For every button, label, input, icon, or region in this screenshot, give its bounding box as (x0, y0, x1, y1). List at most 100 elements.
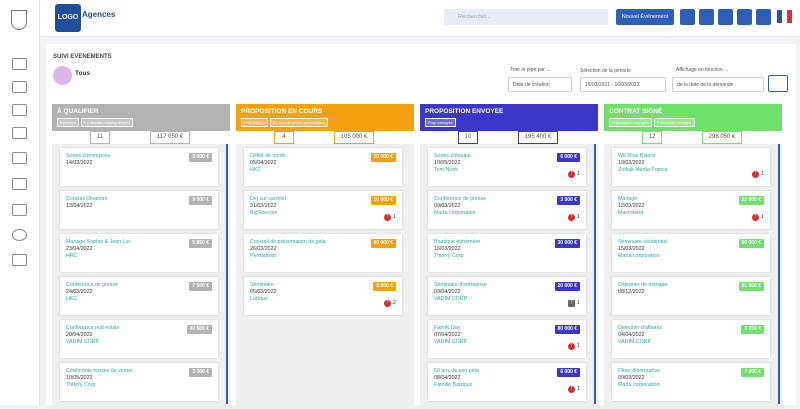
badge-count: 1 (760, 171, 764, 177)
status-tag[interactable]: En attente renseignement (81, 118, 133, 127)
event-title: Séminaire résidentiel (618, 239, 668, 245)
status-tag[interactable]: Préparation (241, 118, 268, 127)
status-tag[interactable]: Préfacture envoyée (653, 118, 695, 127)
owner-filter[interactable]: Tous (75, 70, 91, 77)
display-select[interactable]: de la date de la demande (672, 77, 764, 92)
scrollbar (226, 144, 228, 404)
icon-button[interactable] (737, 9, 752, 25)
event-card[interactable]: Mariage Sophie & Jean Luc 23/04/2022 HRC 5 … (60, 234, 218, 272)
event-client: VADIM CORP (434, 339, 468, 345)
logo[interactable]: LOGO (55, 4, 81, 32)
event-amount: 30 000 € (554, 239, 580, 248)
event-card[interactable]: Dîner d'entreprise 09/03/2022 Marta corpor… (612, 363, 770, 401)
scrollbar (594, 144, 596, 404)
alert-badge[interactable]: ! 1 (383, 214, 396, 221)
nav-icon[interactable] (12, 254, 27, 266)
event-count: 10 (458, 131, 478, 144)
section-title[interactable]: SUIVI EVENEMENTS (53, 54, 112, 60)
alert-badge[interactable]: ! 1 (567, 343, 580, 350)
event-amount: 5 850 € (189, 239, 212, 248)
event-count: 4 (274, 131, 294, 144)
event-card[interactable]: Défilé de mode 05/04/2022 HKC 30 000 € (244, 148, 402, 186)
nav-icon[interactable] (12, 229, 27, 241)
event-date: 04/04/2022 (618, 332, 645, 338)
event-title: Mariage (618, 196, 638, 202)
alert-badge[interactable]: ! 1 (567, 171, 580, 178)
event-client: Thierry Corp (434, 253, 464, 259)
nav-icon[interactable] (12, 204, 27, 216)
nav-icon[interactable] (12, 127, 27, 139)
event-date: 07/04/2022 (434, 332, 461, 338)
event-amount: 60 000 € (370, 239, 396, 248)
status-tag[interactable]: Prop envoyée (425, 118, 456, 127)
event-card[interactable]: 50 ans de son père 08/04/2022 Famille Bard… (428, 363, 586, 401)
event-card[interactable]: Séminaire d'entreprise 09/04/2022 VADIM CO… (428, 277, 586, 315)
event-client: Tom Nook (434, 167, 458, 173)
event-amount: 6 000 € (557, 153, 580, 162)
icon-button[interactable] (718, 9, 733, 25)
icon-button[interactable] (699, 9, 714, 25)
event-title: Dîner d'entreprise (618, 368, 660, 374)
alert-badge[interactable]: ! 1 (751, 214, 764, 221)
nav-icon[interactable] (12, 58, 27, 70)
event-card[interactable]: WE Bois Blancs 19/03/2022 Zodiak Media Fra… (612, 148, 770, 186)
event-amount: 30 000 € (370, 153, 396, 162)
status-tag[interactable]: Préparation envoyée (609, 118, 652, 127)
event-card[interactable]: Cocktail de présentation de gala 26/03/20… (244, 234, 402, 272)
event-card[interactable]: Mariage 12/03/2022 Macrobard 22 000 €! 1 (612, 191, 770, 229)
event-card[interactable]: Conference real estate 20/04/2022 VADIM CO… (60, 320, 218, 358)
alert-badge[interactable]: ! 1 (567, 214, 580, 221)
alert-icon: ! (383, 214, 391, 221)
alert-icon: ! (751, 171, 759, 178)
event-card[interactable]: Séminaire 05/03/2022 Lorepai 5 000 €! 2 (244, 277, 402, 315)
event-amount: 40 500 € (186, 325, 212, 334)
alert-badge[interactable]: ! 1 (567, 386, 580, 393)
alert-badge[interactable]: ! 1 (751, 171, 764, 178)
status-tag[interactable]: Nouveau (57, 118, 80, 127)
event-client: Macrobard (618, 210, 644, 216)
status-tag[interactable]: En attente retour prestataires (269, 118, 328, 127)
event-card[interactable]: Soirée d'équipe 10/05/2022 Tom Nook 6 000 €… (428, 148, 586, 186)
language-flag[interactable] (777, 10, 792, 23)
new-event-button[interactable]: Nouvel Événement (616, 9, 674, 25)
event-card[interactable]: Dej sur carrelet 31/03/2022 BigTelecom 10 0… (244, 191, 402, 229)
sidebar (0, 0, 40, 405)
event-amount: 9 000 € (189, 153, 212, 162)
event-card[interactable]: Cocktail Dinatoire 13/04/2022 9 000 € (60, 191, 218, 229)
task-badge[interactable]: ! 1 (567, 300, 580, 307)
alert-icon: ! (567, 386, 575, 393)
nav-icon[interactable] (12, 104, 27, 116)
badge-count: 1 (392, 214, 396, 220)
nav-icon[interactable] (12, 81, 27, 93)
nav-icon[interactable] (12, 152, 27, 164)
app-icon[interactable] (11, 10, 27, 30)
event-amount: 7 500 € (189, 282, 212, 291)
icon-button[interactable] (680, 9, 695, 25)
search-input[interactable]: Rechercher... (444, 9, 608, 25)
event-card[interactable]: Séminaire résidentiel 15/03/2022 Marta cor… (612, 234, 770, 272)
event-amount: 5 000 € (373, 282, 396, 291)
event-card[interactable]: Conférence de presse 09/03/2022 Marta corp… (428, 191, 586, 229)
sort-label: Trier le pipe par ... (510, 67, 551, 73)
event-client: VADIM CORP (66, 339, 100, 345)
event-amount: 10 000 € (370, 196, 396, 205)
alert-icon: ! (567, 300, 575, 307)
event-client: BigTelecom (250, 210, 278, 216)
event-card[interactable]: Soirée d'entreprise 14/03/2022 9 000 € (60, 148, 218, 186)
event-date: 09/03/2022 (618, 375, 645, 381)
event-card[interactable]: Boutique éphémère 16/03/2022 Thierry Corp 3… (428, 234, 586, 272)
event-card[interactable]: Déjeuner d'affaires 04/04/2022 VADIM CORP 3… (612, 320, 770, 358)
event-date: 10/05/2022 (434, 160, 461, 166)
alert-badge[interactable]: ! 2 (383, 300, 396, 307)
period-input[interactable]: 16/03/2021 - 16/03/2022 (580, 77, 666, 92)
settings-button[interactable] (768, 75, 788, 92)
event-card[interactable]: Cérémonie remise de voeux 10/05/2022 Thier… (60, 363, 218, 401)
event-card[interactable]: Family Day 07/04/2022 VADIM CORP 80 000 €! 1 (428, 320, 586, 358)
nav-icon[interactable] (12, 178, 27, 190)
event-title: Mariage Sophie & Jean Luc (66, 239, 132, 245)
total-amount: 298 050 € (702, 131, 742, 144)
event-card[interactable]: Conférence de presse 24/03/2022 HKC 7 500 € (60, 277, 218, 315)
event-card[interactable]: Déjeuner de mariage 08/12/2022 81 000 € (612, 277, 770, 315)
icon-button[interactable] (756, 9, 771, 25)
sort-select[interactable]: Date de création (508, 77, 572, 92)
